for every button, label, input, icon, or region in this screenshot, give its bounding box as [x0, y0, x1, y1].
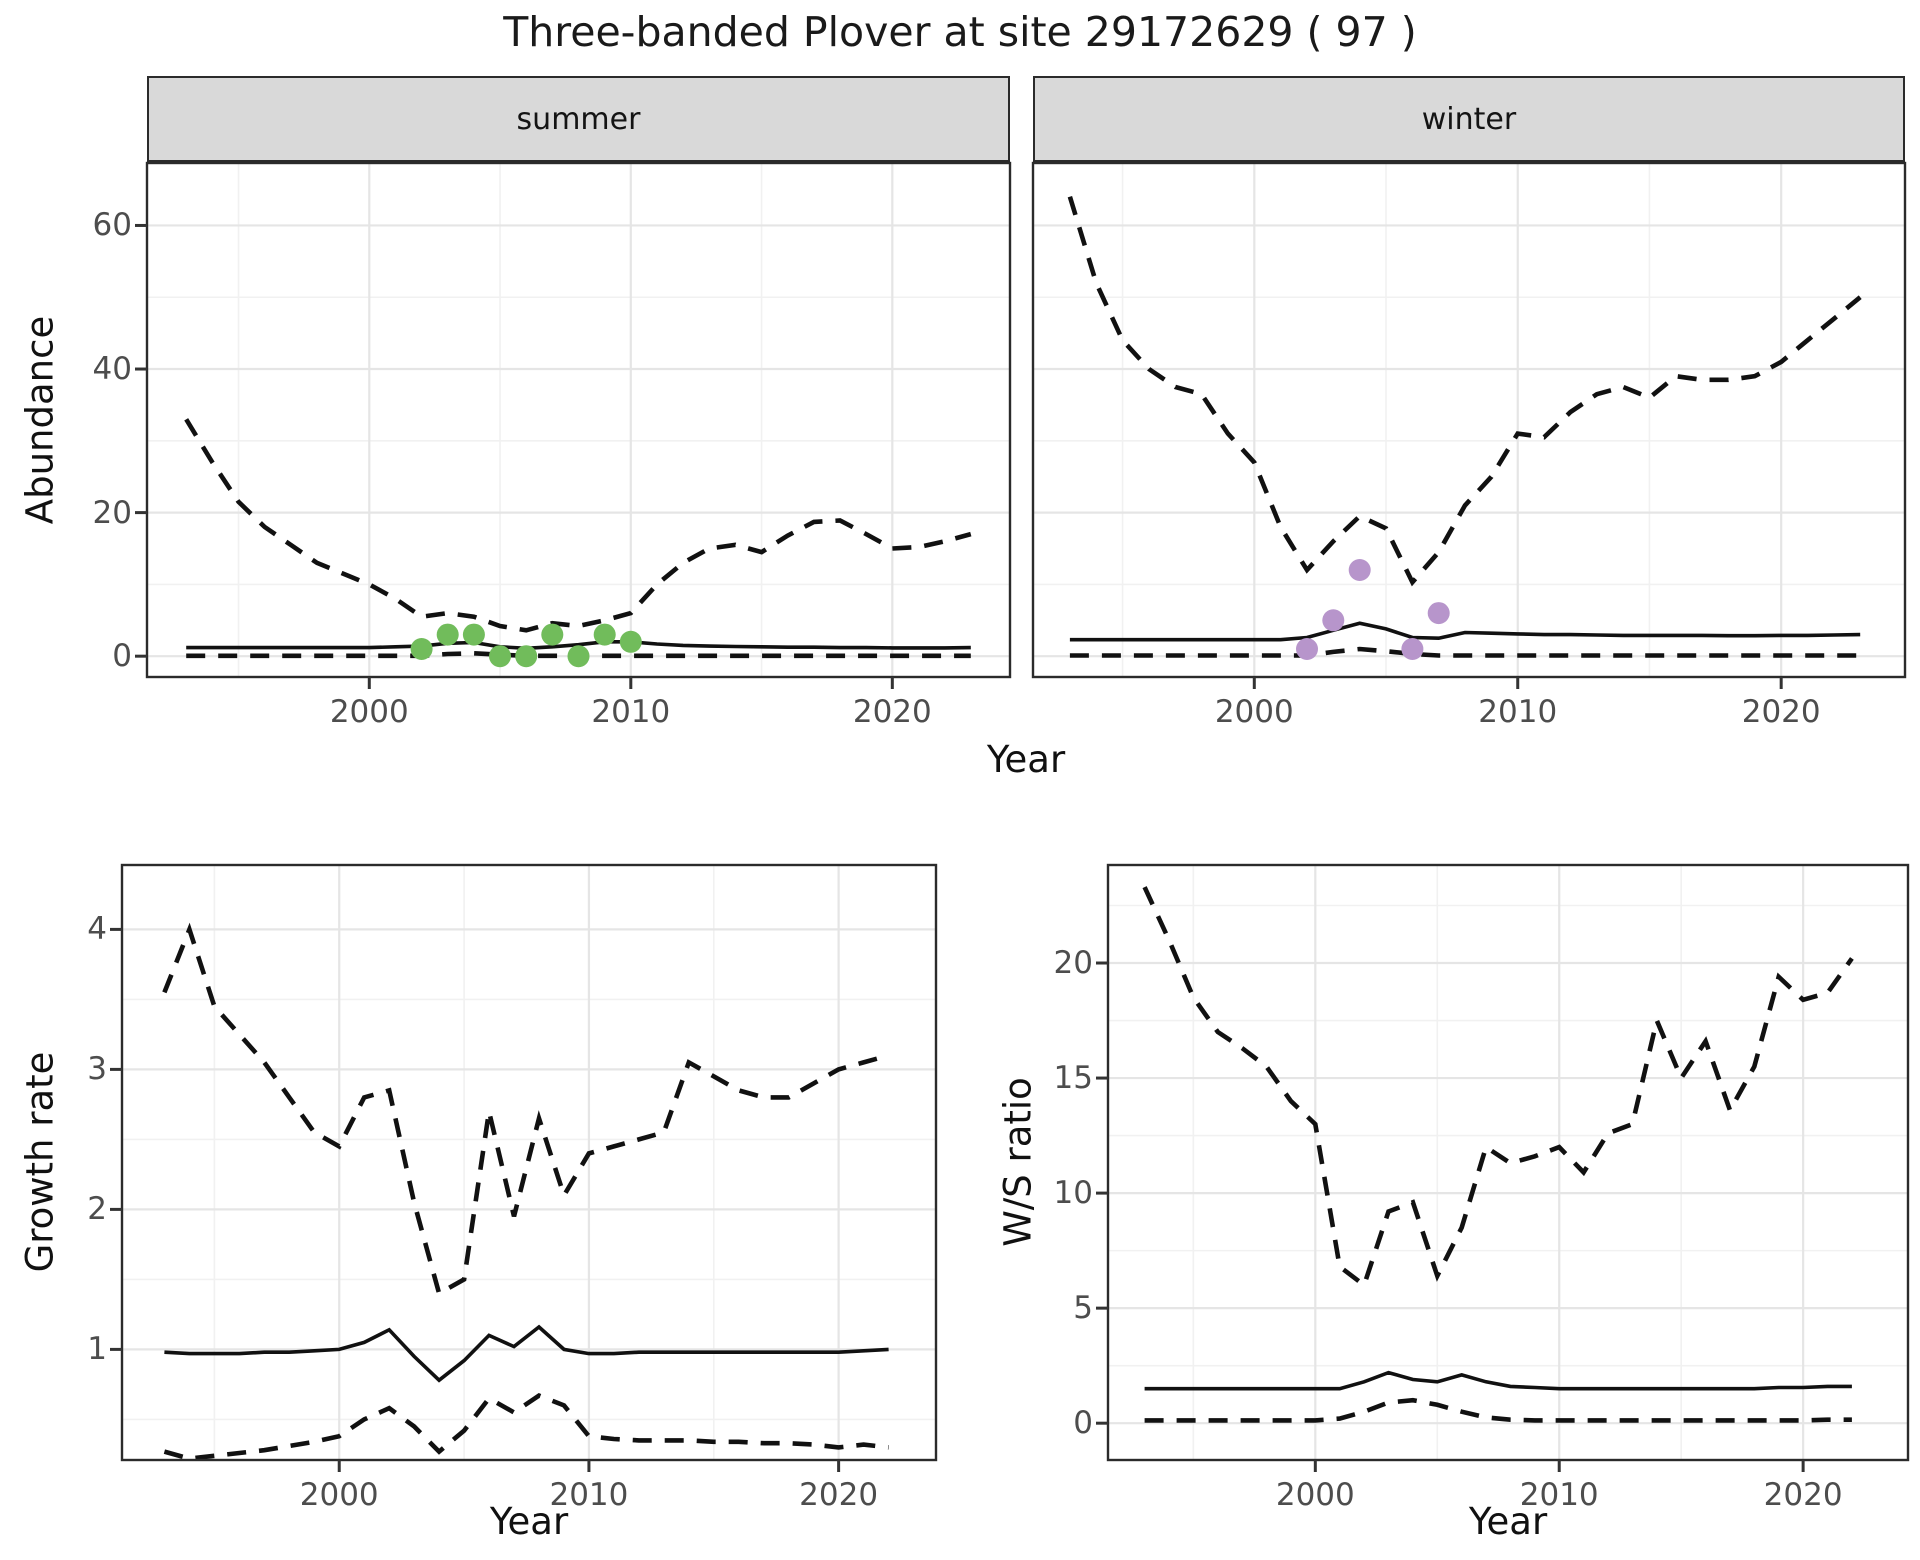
observed-summer-counts — [462, 623, 485, 646]
observed-summer-counts — [489, 645, 511, 668]
observed-summer-counts — [593, 623, 616, 646]
y-axis-title-ws-ratio: W/S ratio — [996, 1077, 1040, 1247]
x-axis-title-year-top: Year — [986, 738, 1066, 781]
y-axis-title-abundance: Abundance — [18, 315, 62, 525]
facet-strip-winter-label: winter — [1421, 101, 1517, 137]
series-ws-upper_95ci — [1142, 886, 1854, 1289]
series-winter-median — [1069, 621, 1861, 642]
y-tick-label-summer-0: 0 — [112, 638, 132, 675]
observed-summer-counts — [619, 630, 642, 653]
y-tick-label-ws-15: 15 — [1053, 1060, 1093, 1097]
x-tick-label-winter-2000: 2000 — [1214, 694, 1294, 730]
y-tick-label-growth-1: 1 — [87, 1331, 107, 1368]
y-tick-label-growth-2: 2 — [87, 1191, 107, 1228]
y-tick-label-growth-3: 3 — [87, 1051, 107, 1088]
observed-winter-counts — [1348, 559, 1371, 581]
observed-summer-counts — [515, 645, 538, 668]
y-tick-label-growth-4: 4 — [87, 911, 107, 948]
y-tick-label-ws-10: 10 — [1053, 1175, 1093, 1212]
observed-winter-counts — [1401, 638, 1424, 660]
series-summer-upper_95ci — [184, 418, 972, 633]
x-tick-label-summer-2010: 2010 — [591, 694, 671, 730]
series-summer-median — [186, 639, 971, 651]
series-winter-upper_95ci — [1067, 196, 1862, 587]
series-ws-lower_95ci — [1144, 1397, 1852, 1423]
observed-summer-counts — [567, 645, 590, 668]
x-tick-label-ws-2010: 2010 — [1519, 1477, 1599, 1513]
observed-winter-counts — [1427, 602, 1450, 625]
x-tick-label-growth-2010: 2010 — [549, 1477, 629, 1513]
facet-strip-summer-label: summer — [516, 101, 641, 137]
observed-summer-counts — [410, 638, 433, 660]
y-tick-label-ws-0: 0 — [1073, 1405, 1093, 1442]
x-tick-label-summer-2000: 2000 — [329, 694, 409, 730]
observed-summer-counts — [436, 623, 459, 646]
page-title: Three-banded Plover at site 29172629 ( 9… — [503, 8, 1417, 56]
y-tick-label-ws-20: 20 — [1053, 945, 1093, 982]
observed-winter-counts — [1322, 609, 1345, 632]
series-winter-lower_95ci — [1069, 646, 1861, 658]
x-tick-label-growth-2000: 2000 — [299, 1477, 379, 1513]
y-tick-label-summer-40: 40 — [92, 351, 132, 388]
series-ws-median — [1144, 1370, 1852, 1391]
series-growth-upper_95ci — [162, 922, 890, 1297]
x-axis-title-year-growth: Year — [489, 1500, 569, 1543]
y-tick-label-ws-5: 5 — [1073, 1290, 1093, 1327]
x-tick-label-growth-2020: 2020 — [799, 1477, 879, 1513]
x-tick-label-summer-2020: 2020 — [852, 694, 932, 730]
observed-summer-counts — [541, 623, 564, 646]
series-growth-lower_95ci — [163, 1393, 889, 1460]
y-tick-label-summer-60: 60 — [92, 207, 132, 244]
x-tick-label-winter-2020: 2020 — [1741, 694, 1821, 730]
observed-winter-counts — [1296, 638, 1318, 660]
x-tick-label-winter-2010: 2010 — [1478, 694, 1558, 730]
series-growth-median — [164, 1324, 889, 1383]
facet-strip-winter: winter — [1033, 76, 1905, 162]
x-tick-label-ws-2020: 2020 — [1763, 1477, 1843, 1513]
y-tick-label-summer-20: 20 — [92, 494, 132, 531]
facet-strip-summer: summer — [147, 76, 1010, 162]
x-tick-label-ws-2000: 2000 — [1275, 1477, 1355, 1513]
x-axis-title-year-ws: Year — [1468, 1500, 1548, 1543]
